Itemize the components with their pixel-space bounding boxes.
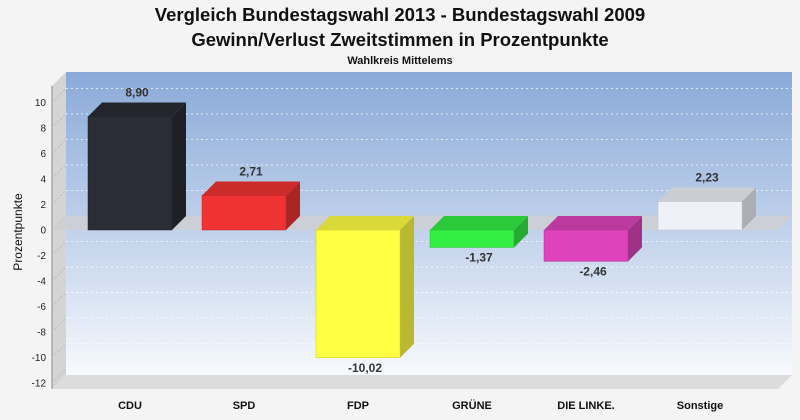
y-axis-label: Prozentpunkte [11,193,25,271]
bar-front [429,229,515,248]
gridline-side [51,113,67,129]
gridline-side [51,266,67,282]
bar-front [543,229,629,262]
bar-top [544,216,642,230]
value-labels: 8,90 2,71 -10,02 -1,37 -2,46 2,23 [125,86,719,375]
data-label: -1,37 [465,250,493,264]
y-tick-label: -6 [37,302,46,313]
bar-side [514,216,528,248]
x-tick-label: Sonstige [677,400,723,412]
data-label: 2,71 [239,164,263,178]
bar-grüne [429,216,528,248]
bar-cdu [87,102,186,231]
data-label: 8,90 [125,86,149,100]
gridline-side [51,368,67,384]
bar-front [87,116,173,231]
y-axis-ticks: 10 8 6 4 2 0 -2 -4 -6 -8 -10 -12 [32,98,47,390]
y-tick-label: 6 [40,149,46,160]
chart-subtitle: Wahlkreis Mittelems [347,55,452,67]
x-tick-label: GRÜNE [452,399,492,412]
bar-side [286,181,300,230]
gridline-side [51,88,67,103]
bar-side [742,187,756,230]
gridline-side [51,139,67,154]
y-tick-label: 10 [35,98,47,109]
chart-title-line-2: Gewinn/Verlust Zweitstimmen in Prozentpu… [191,29,608,50]
y-tick-label: -10 [32,353,47,364]
data-label: -10,02 [348,361,382,375]
chart-title: Vergleich Bundestagswahl 2013 - Bundesta… [155,4,645,25]
y-tick-label: 0 [40,226,46,237]
bar-top [316,216,414,230]
bar-top [202,181,300,196]
bars [87,102,756,359]
bar-fdp [315,216,414,359]
gridline-side [51,241,67,256]
bar-die-linke- [543,216,642,262]
x-tick-label: SPD [233,400,256,412]
bar-top [658,187,756,202]
y-tick-label: 2 [40,200,46,211]
bar-top [88,102,186,117]
y-tick-label: 4 [40,175,46,186]
x-tick-label: DIE LINKE. [557,400,614,412]
x-tick-label: FDP [347,400,369,412]
bar-front [201,195,287,231]
bar-top [430,216,528,230]
y-tick-label: -4 [37,277,46,288]
y-tick-label: -12 [32,379,47,390]
bar-side [628,216,642,262]
bar-side [400,216,414,358]
plot-floor [52,375,792,389]
bar-sonstige [657,187,756,231]
y-tick-label: -8 [37,328,46,339]
plot-left-wall [52,72,66,389]
gridline-side [51,343,67,358]
data-label: 2,23 [695,171,719,185]
gridline-side [51,190,67,205]
x-tick-label: CDU [118,400,142,412]
gridline-side [51,317,67,333]
bar-front [315,229,401,359]
data-label: -2,46 [579,264,607,278]
bar-front [657,201,743,231]
y-tick-label: 8 [40,124,46,135]
bar-spd [201,181,300,231]
bar-side [172,102,186,230]
gridline-side [51,292,67,307]
y-tick-label: -2 [37,251,46,262]
x-axis-categories: CDU SPD FDP GRÜNE DIE LINKE. Sonstige [118,399,723,412]
gridline-side [51,164,67,180]
